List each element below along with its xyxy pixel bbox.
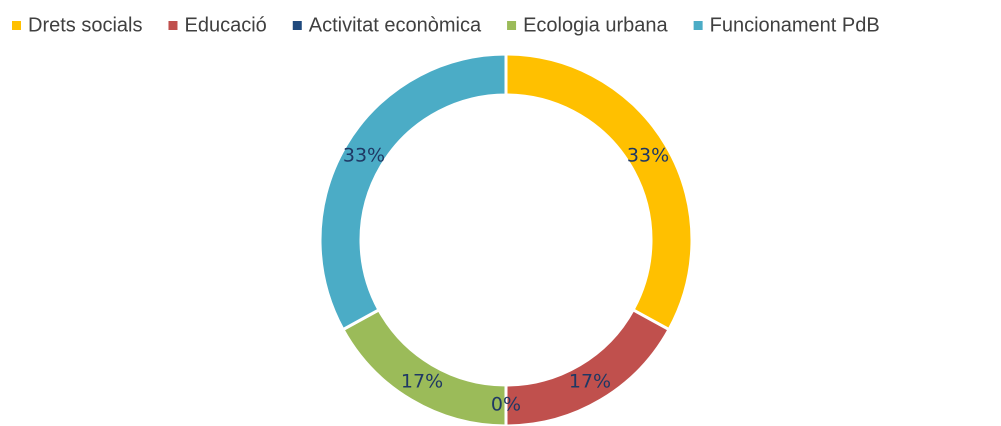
donut-segment [504, 52, 694, 332]
data-label: 33% [627, 145, 669, 167]
data-label: 0% [491, 394, 521, 416]
legend-label: Educació [184, 14, 266, 36]
legend-label: Funcionament PdB [710, 14, 880, 36]
legend-swatch [168, 21, 178, 30]
legend-swatch [12, 21, 21, 30]
legend-label: Drets socials [28, 14, 142, 36]
legend-swatch [292, 21, 302, 30]
legend-swatch [507, 21, 517, 30]
donut-segment [318, 52, 508, 332]
donut-segment [340, 307, 508, 426]
legend-label: Activitat econòmica [309, 14, 482, 36]
legend-label: Ecologia urbana [523, 14, 668, 36]
data-label: 33% [343, 145, 385, 167]
legend-swatch [693, 21, 703, 30]
donut-segment [504, 307, 672, 426]
data-label: 17% [401, 371, 443, 393]
data-label: 17% [569, 371, 611, 393]
